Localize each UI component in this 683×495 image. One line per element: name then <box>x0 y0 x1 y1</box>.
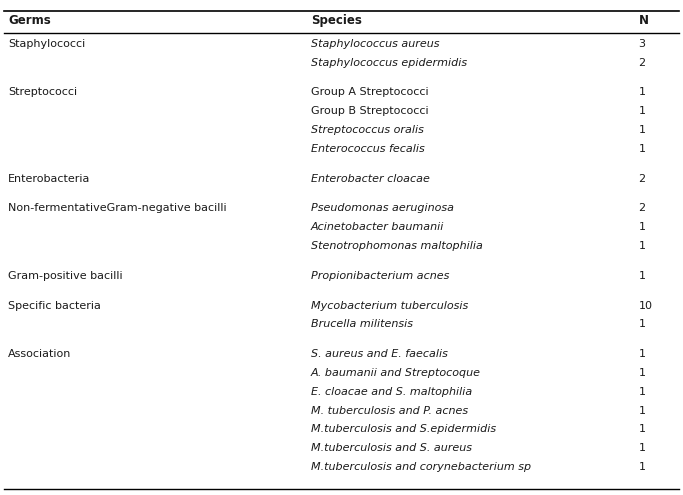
Text: 1: 1 <box>639 88 645 98</box>
Text: 1: 1 <box>639 443 645 453</box>
Text: 1: 1 <box>639 125 645 135</box>
Text: Enterobacter cloacae: Enterobacter cloacae <box>311 174 430 184</box>
Text: Germs: Germs <box>8 14 51 27</box>
Text: 10: 10 <box>639 300 652 311</box>
Text: Staphylococcus aureus: Staphylococcus aureus <box>311 39 439 49</box>
Text: 1: 1 <box>639 271 645 281</box>
Text: 1: 1 <box>639 106 645 116</box>
Text: 3: 3 <box>639 39 645 49</box>
Text: M.tuberculosis and S. aureus: M.tuberculosis and S. aureus <box>311 443 472 453</box>
Text: Mycobacterium tuberculosis: Mycobacterium tuberculosis <box>311 300 468 311</box>
Text: Streptococci: Streptococci <box>8 88 77 98</box>
Text: 2: 2 <box>639 174 645 184</box>
Text: M.tuberculosis and corynebacterium sp: M.tuberculosis and corynebacterium sp <box>311 462 531 472</box>
Text: 1: 1 <box>639 424 645 434</box>
Text: 1: 1 <box>639 405 645 416</box>
Text: S. aureus and E. faecalis: S. aureus and E. faecalis <box>311 349 447 359</box>
Text: 1: 1 <box>639 222 645 232</box>
Text: Pseudomonas aeruginosa: Pseudomonas aeruginosa <box>311 203 454 213</box>
Text: Staphylococci: Staphylococci <box>8 39 85 49</box>
Text: Association: Association <box>8 349 72 359</box>
Text: Group A Streptococci: Group A Streptococci <box>311 88 428 98</box>
Text: Enterococcus fecalis: Enterococcus fecalis <box>311 144 425 154</box>
Text: Staphylococcus epidermidis: Staphylococcus epidermidis <box>311 57 467 68</box>
Text: E. cloacae and S. maltophilia: E. cloacae and S. maltophilia <box>311 387 472 397</box>
Text: Enterobacteria: Enterobacteria <box>8 174 91 184</box>
Text: N: N <box>639 14 649 27</box>
Text: Stenotrophomonas maltophilia: Stenotrophomonas maltophilia <box>311 241 483 251</box>
Text: A. baumanii and Streptocoque: A. baumanii and Streptocoque <box>311 368 481 378</box>
Text: 1: 1 <box>639 349 645 359</box>
Text: 1: 1 <box>639 241 645 251</box>
Text: 1: 1 <box>639 462 645 472</box>
Text: Group B Streptococci: Group B Streptococci <box>311 106 428 116</box>
Text: Acinetobacter baumanii: Acinetobacter baumanii <box>311 222 444 232</box>
Text: 1: 1 <box>639 368 645 378</box>
Text: Streptococcus oralis: Streptococcus oralis <box>311 125 423 135</box>
Text: M. tuberculosis and P. acnes: M. tuberculosis and P. acnes <box>311 405 468 416</box>
Text: 2: 2 <box>639 203 645 213</box>
Text: M.tuberculosis and S.epidermidis: M.tuberculosis and S.epidermidis <box>311 424 496 434</box>
Text: Propionibacterium acnes: Propionibacterium acnes <box>311 271 449 281</box>
Text: Gram-positive bacilli: Gram-positive bacilli <box>8 271 123 281</box>
Text: Specific bacteria: Specific bacteria <box>8 300 101 311</box>
Text: Brucella militensis: Brucella militensis <box>311 319 413 330</box>
Text: 1: 1 <box>639 387 645 397</box>
Text: 2: 2 <box>639 57 645 68</box>
Text: 1: 1 <box>639 144 645 154</box>
Text: Non-fermentativeGram-negative bacilli: Non-fermentativeGram-negative bacilli <box>8 203 227 213</box>
Text: Species: Species <box>311 14 361 27</box>
Text: 1: 1 <box>639 319 645 330</box>
